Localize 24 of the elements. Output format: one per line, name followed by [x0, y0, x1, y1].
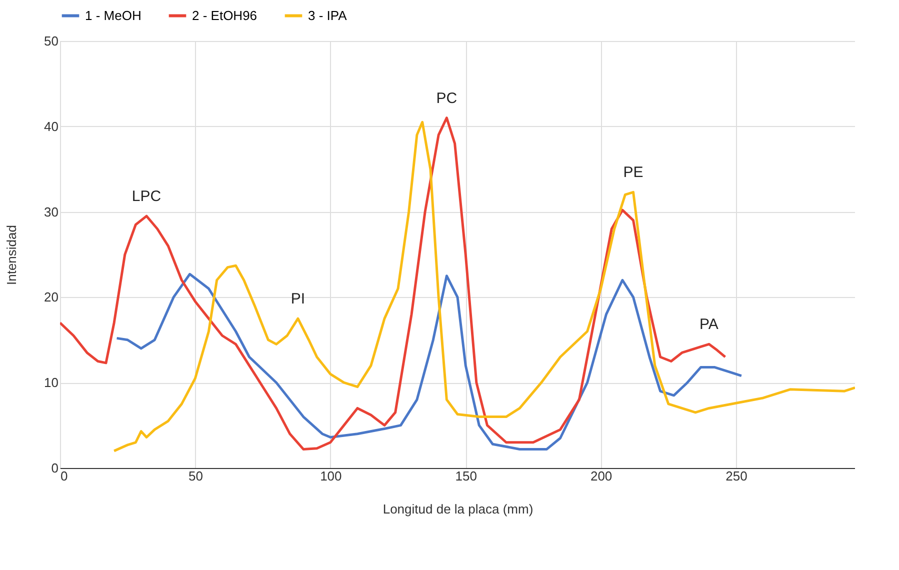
y-tick-label: 40 — [44, 118, 58, 134]
x-axis-title: Longitud de la placa (mm) — [382, 502, 534, 516]
legend-label: 2 - EtOH96 — [192, 8, 258, 23]
line-series — [112, 120, 855, 452]
y-tick-label: 30 — [44, 204, 58, 220]
annotation: PC — [436, 90, 458, 107]
y-axis-title: Intensidad — [4, 225, 20, 285]
y-tick-label: 10 — [44, 375, 58, 390]
x-tick-label: 100 — [320, 468, 342, 484]
annotation: PE — [623, 164, 644, 182]
legend-label: 3 - IPA — [308, 8, 348, 23]
y-tick-label: 50 — [44, 34, 58, 48]
annotation: PI — [290, 290, 306, 308]
annotation: PA — [700, 316, 718, 334]
x-tick-label: 0 — [60, 468, 68, 484]
legend-label: 1 - MeOH — [85, 8, 142, 23]
x-tick-label: 200 — [590, 468, 612, 484]
annotation: LPC — [132, 188, 162, 206]
line-series — [60, 116, 726, 450]
y-tick-label: 20 — [44, 290, 58, 305]
x-tick-label: 50 — [188, 468, 203, 484]
x-tick-label: 250 — [726, 468, 748, 484]
line-series — [116, 272, 743, 450]
x-tick-label: 150 — [455, 468, 477, 484]
